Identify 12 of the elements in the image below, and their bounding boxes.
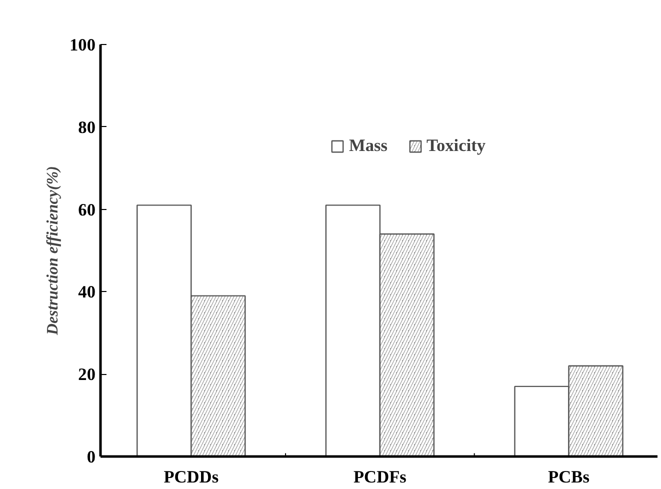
y-tick-label: 0 bbox=[86, 448, 96, 466]
legend-label: Mass bbox=[349, 136, 388, 156]
x-tick-label: PCDFs bbox=[353, 468, 407, 486]
y-tick-label: 40 bbox=[78, 282, 96, 302]
x-tick-label: PCBs bbox=[548, 468, 590, 486]
y-tick-label: 80 bbox=[78, 118, 96, 137]
y-axis-title: Destruction efficiency(%) bbox=[44, 166, 62, 336]
y-tick-label: 100 bbox=[70, 36, 96, 54]
y-tick-label: 60 bbox=[78, 200, 96, 220]
y-tick-label: 20 bbox=[78, 365, 96, 384]
legend-label: Toxicity bbox=[426, 136, 486, 156]
x-tick-label: PCDDs bbox=[164, 468, 219, 486]
